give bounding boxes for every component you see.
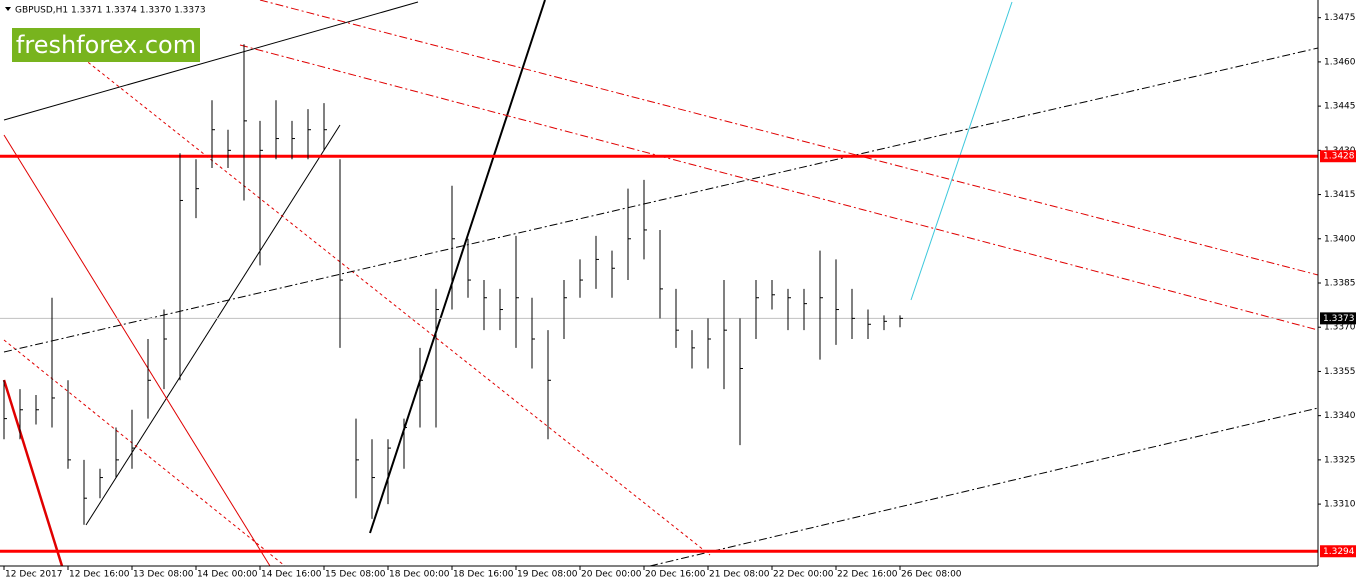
x-tick-label: 12 Dec 16:00 [69, 570, 130, 580]
x-tick-label: 12 Dec 2017 [5, 570, 63, 580]
axis-background [1318, 0, 1358, 584]
y-tick-label: 1.3325 [1324, 455, 1356, 465]
y-tick-label: 1.3310 [1324, 500, 1356, 510]
trend-line [59, 39, 711, 556]
trend-lines [2, 0, 1319, 567]
chart-title: GBPUSD,H1 1.3371 1.3374 1.3370 1.3373 [15, 6, 206, 16]
x-tick-label: 20 Dec 00:00 [581, 570, 642, 580]
x-tick-label: 14 Dec 16:00 [261, 570, 322, 580]
trend-line [239, 44, 1319, 331]
axis-background [0, 566, 1358, 584]
y-tick-label: 1.3460 [1324, 57, 1356, 67]
trend-line [3, 1, 419, 121]
trend-line [3, 339, 286, 567]
x-tick-label: 19 Dec 08:00 [517, 570, 578, 580]
x-tick-label: 14 Dec 00:00 [197, 570, 258, 580]
y-tick-label: 1.3355 [1324, 367, 1356, 377]
level-tag [1320, 545, 1356, 558]
logo-box [12, 28, 200, 62]
x-tick-label: 18 Dec 00:00 [389, 570, 450, 580]
trend-line [369, 0, 546, 534]
x-tick-label: 13 Dec 08:00 [133, 570, 194, 580]
x-tick-label: 22 Dec 16:00 [837, 570, 898, 580]
trend-line [85, 124, 341, 526]
y-tick-label: 1.3370 [1324, 323, 1356, 333]
x-tick-label: 18 Dec 16:00 [453, 570, 514, 580]
x-tick-label: 22 Dec 00:00 [773, 570, 834, 580]
y-tick-label: 1.3400 [1324, 234, 1356, 244]
y-tick-label: 1.3475 [1324, 13, 1356, 23]
last-price-label: 1.3373 [1323, 314, 1355, 324]
y-tick-label: 1.3445 [1324, 102, 1356, 112]
level-label: 1.3294 [1323, 547, 1355, 557]
y-tick-label: 1.3415 [1324, 190, 1356, 200]
level-label: 1.3428 [1323, 152, 1355, 162]
trend-line [649, 407, 1319, 567]
last-price-tag [1320, 312, 1356, 325]
y-tick-label: 1.3385 [1324, 279, 1356, 289]
plot [0, 44, 1318, 553]
x-tick-label: 26 Dec 08:00 [901, 570, 962, 580]
level-tag [1320, 150, 1356, 163]
symbol-menu[interactable] [5, 7, 11, 11]
trend-line [910, 1, 1013, 301]
x-tick-label: 15 Dec 08:00 [325, 570, 386, 580]
trend-line [2, 379, 64, 567]
y-tick-label: 1.3340 [1324, 411, 1356, 421]
x-tick-label: 21 Dec 08:00 [709, 570, 770, 580]
axes: 1.34751.34601.34451.34301.34151.34001.33… [3, 13, 1356, 580]
logo: freshforex.com [16, 31, 196, 59]
trend-line [3, 47, 1319, 353]
trend-line [3, 134, 271, 567]
x-tick-label: 20 Dec 16:00 [645, 570, 706, 580]
trend-line [259, 0, 1319, 276]
